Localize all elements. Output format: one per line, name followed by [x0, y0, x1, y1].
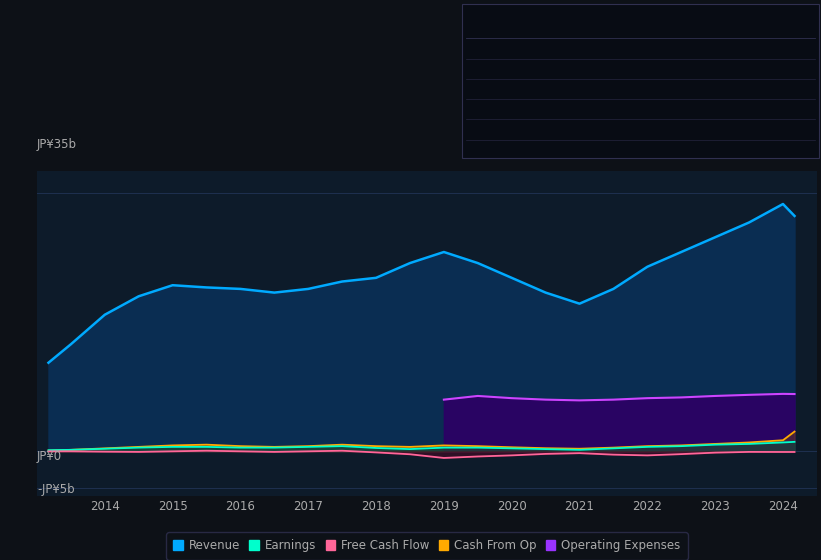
Text: JP¥31.886b /yr: JP¥31.886b /yr — [626, 45, 716, 55]
Text: Earnings: Earnings — [476, 65, 523, 75]
Text: JP¥7.759b /yr: JP¥7.759b /yr — [626, 146, 709, 156]
Text: Feb 29 2024: Feb 29 2024 — [476, 18, 557, 31]
Text: Cash From Op: Cash From Op — [476, 125, 553, 136]
Text: Revenue: Revenue — [476, 45, 524, 55]
Text: Operating Expenses: Operating Expenses — [476, 146, 586, 156]
Text: 4.0%: 4.0% — [626, 85, 657, 95]
Text: profit margin: profit margin — [661, 85, 736, 95]
Text: JP¥35b: JP¥35b — [37, 138, 77, 151]
Text: -JP¥90.000m /yr: -JP¥90.000m /yr — [626, 105, 724, 115]
Legend: Revenue, Earnings, Free Cash Flow, Cash From Op, Operating Expenses: Revenue, Earnings, Free Cash Flow, Cash … — [166, 533, 688, 559]
Text: -JP¥5b: -JP¥5b — [37, 483, 75, 497]
Text: JP¥0: JP¥0 — [37, 450, 62, 463]
Text: JP¥1.283b /yr: JP¥1.283b /yr — [626, 65, 709, 75]
Text: JP¥2.675b /yr: JP¥2.675b /yr — [626, 125, 709, 136]
Text: Free Cash Flow: Free Cash Flow — [476, 105, 558, 115]
